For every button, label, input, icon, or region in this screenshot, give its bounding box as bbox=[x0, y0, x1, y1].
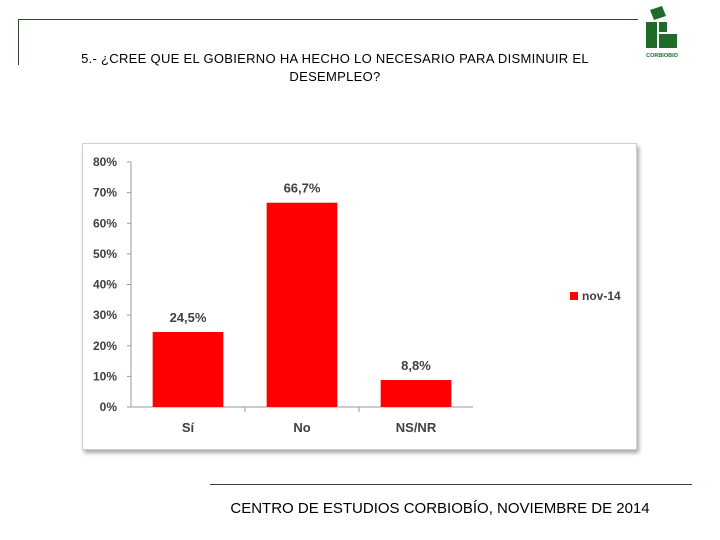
footer-text: CENTRO DE ESTUDIOS CORBIOBÍO, NOVIEMBRE … bbox=[230, 500, 650, 517]
x-tick-label: Sí bbox=[182, 420, 195, 435]
logo-leaf-shape bbox=[650, 6, 666, 20]
data-label: 24,5% bbox=[170, 310, 207, 325]
y-tick-label: 10% bbox=[93, 369, 117, 383]
y-tick-label: 20% bbox=[93, 339, 117, 353]
title-line-2: DESEMPLEO? bbox=[289, 69, 381, 84]
logo-block-right bbox=[659, 34, 677, 48]
x-tick-label: No bbox=[293, 420, 310, 435]
y-tick-label: 40% bbox=[93, 278, 117, 292]
bar-3 bbox=[380, 380, 452, 407]
bar-1 bbox=[152, 331, 224, 407]
y-tick-label: 0% bbox=[100, 400, 118, 414]
chart-container: 0% 10% 20% 30% 40% 50% 60% 70% 80% 24,5% Sí 66,7% No… bbox=[82, 143, 637, 450]
slide-title: 5.- ¿CREE QUE EL GOBIERNO HA HECHO LO NE… bbox=[40, 50, 630, 86]
legend-label: nov-14 bbox=[582, 289, 621, 303]
bar-2 bbox=[266, 202, 338, 407]
frame-left-line bbox=[18, 19, 19, 65]
data-label: 66,7% bbox=[284, 181, 321, 196]
y-tick-label: 70% bbox=[93, 186, 117, 200]
footer-rule bbox=[210, 484, 692, 485]
x-tick-label: NS/NR bbox=[396, 420, 437, 435]
logo-text: CORBIOBIO bbox=[646, 53, 679, 59]
logo-block-left bbox=[646, 22, 657, 48]
y-tick-label: 50% bbox=[93, 247, 117, 261]
legend-swatch bbox=[570, 292, 578, 300]
logo-block-top bbox=[659, 22, 667, 32]
bar-chart: 0% 10% 20% 30% 40% 50% 60% 70% 80% 24,5% Sí 66,7% No… bbox=[93, 155, 621, 435]
corbiobio-logo: CORBIOBIO bbox=[640, 6, 686, 60]
frame-top-line bbox=[18, 19, 638, 20]
y-tick-label: 80% bbox=[93, 155, 117, 169]
title-line-1: 5.- ¿CREE QUE EL GOBIERNO HA HECHO LO NE… bbox=[81, 51, 589, 66]
y-tick-label: 60% bbox=[93, 216, 117, 230]
data-label: 8,8% bbox=[401, 358, 431, 373]
y-tick-label: 30% bbox=[93, 308, 117, 322]
